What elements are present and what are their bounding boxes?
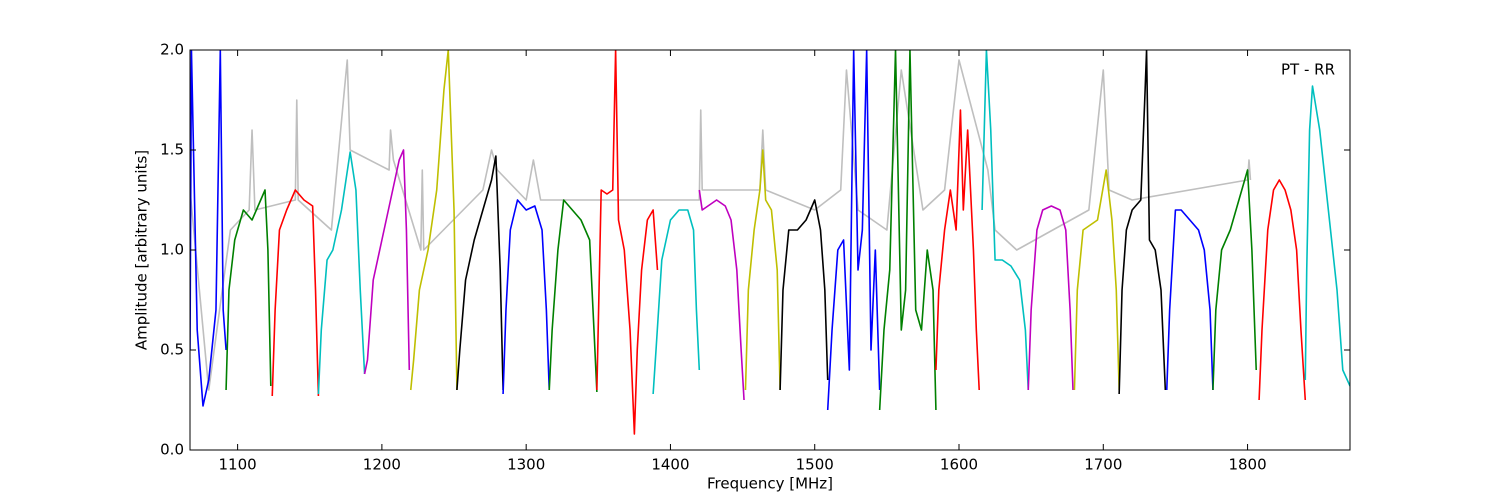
series-line xyxy=(744,149,781,391)
y-tick-label: 1.5 xyxy=(160,141,184,159)
y-axis-label: Amplitude [arbitrary units] xyxy=(133,150,151,350)
x-tick-label: 1700 xyxy=(1084,456,1122,474)
series-line xyxy=(652,209,701,395)
lines xyxy=(190,50,1350,435)
y-tick-label: 0.5 xyxy=(160,341,184,359)
series-line xyxy=(1027,205,1074,391)
plot-area xyxy=(190,50,1350,450)
series-line xyxy=(1118,50,1167,395)
series-line xyxy=(317,151,366,395)
x-tick-label: 1300 xyxy=(507,456,545,474)
series-line xyxy=(548,199,598,393)
series-line xyxy=(456,155,504,391)
series-line xyxy=(935,109,980,391)
x-tick-label: 1600 xyxy=(940,456,978,474)
series-line xyxy=(1304,85,1350,387)
x-tick-label: 1100 xyxy=(219,456,257,474)
annotation: PT - RR xyxy=(1281,61,1335,79)
plot-frame xyxy=(189,49,1351,451)
series-line xyxy=(190,50,227,407)
x-tick-label: 1500 xyxy=(796,456,834,474)
series-line xyxy=(1212,169,1258,391)
series-line xyxy=(1073,169,1120,391)
series-line xyxy=(1258,179,1307,401)
series-line xyxy=(981,50,1030,391)
y-tick-label: 0.0 xyxy=(160,441,184,459)
series-line xyxy=(363,149,411,375)
series-line xyxy=(271,189,320,397)
x-tick-label: 1400 xyxy=(651,456,689,474)
y-tick-label: 1.0 xyxy=(160,241,184,259)
series-line xyxy=(779,199,829,391)
x-axis-label: Frequency [MHz] xyxy=(707,475,833,493)
series-line xyxy=(596,50,659,435)
series-line xyxy=(225,189,272,391)
x-tick-label: 1800 xyxy=(1228,456,1266,474)
series-line xyxy=(826,50,881,411)
y-tick-label: 2.0 xyxy=(160,41,184,59)
x-tick-label: 1200 xyxy=(363,456,401,474)
series-line xyxy=(1165,209,1214,391)
series-line xyxy=(502,199,551,395)
series-line xyxy=(409,50,458,391)
series-line xyxy=(698,189,745,401)
axes: 0.0 0.5 1.0 1.5 2.0 1100 1200 1300 1400 1500 1600 1… xyxy=(160,41,1350,474)
series-line xyxy=(878,50,937,411)
